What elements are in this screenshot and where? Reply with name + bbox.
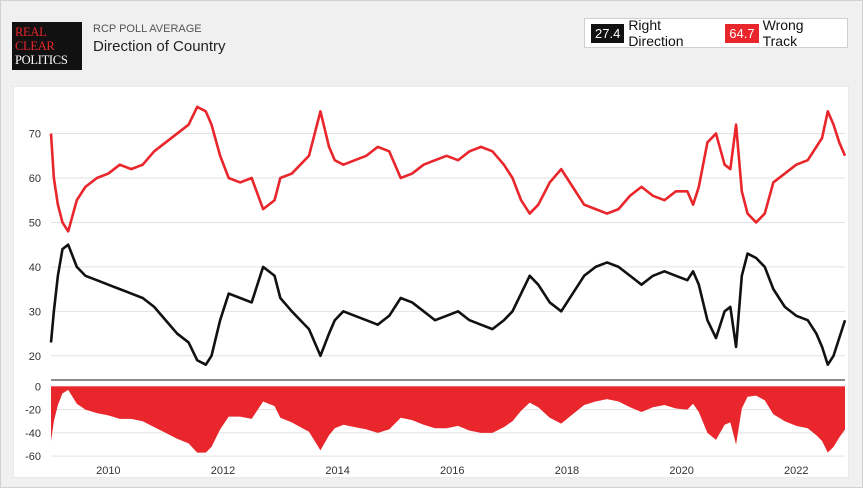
- right-direction-label: Right Direction: [628, 17, 684, 49]
- x-tick-label: 2018: [555, 465, 579, 477]
- spread-tick-label: 0: [35, 381, 41, 393]
- x-tick-label: 2016: [440, 465, 464, 477]
- rcp-logo: REAL CLEAR POLITICS: [12, 22, 82, 70]
- wrong-track-label: Wrong Track: [762, 17, 804, 49]
- spread-tick-label: -60: [25, 451, 41, 463]
- x-tick-label: 2022: [784, 465, 808, 477]
- spread-tick-label: -20: [25, 405, 41, 417]
- series-lines: [49, 105, 847, 366]
- y-tick-label: 30: [29, 306, 41, 318]
- eyebrow-label: RCP POLL AVERAGE: [93, 23, 202, 35]
- x-tick-label: 2020: [669, 465, 693, 477]
- chart-title: Direction of Country: [93, 38, 226, 55]
- spread-area-fill: [51, 386, 845, 453]
- y-tick-label: 40: [29, 262, 41, 274]
- wrong-track-line: [49, 105, 847, 233]
- x-tick-label: 2012: [211, 465, 235, 477]
- right-direction-value-badge: 27.4: [591, 23, 625, 43]
- spread-tick-label: -40: [25, 428, 41, 440]
- y-tick-label: 20: [29, 351, 41, 363]
- y-tick-label: 60: [29, 173, 41, 185]
- x-tick-label: 2010: [96, 465, 120, 477]
- logo-line-real: REAL: [15, 25, 47, 39]
- logo-line-clear: CLEAR: [15, 39, 55, 53]
- y-tick-labels: 20 30 40 50 60 70 0 -20 -40 -60: [25, 129, 41, 464]
- x-tick-labels: 2010 2012 2014 2016 2018 2020 2022: [96, 465, 808, 477]
- wrong-track-value-badge: 64.7: [725, 23, 759, 43]
- y-tick-label: 50: [29, 217, 41, 229]
- y-tick-label: 70: [29, 129, 41, 141]
- main-grid: [51, 133, 845, 357]
- spread-area: [51, 386, 845, 453]
- x-tick-label: 2014: [325, 465, 349, 477]
- logo-line-politics: POLITICS: [15, 53, 68, 67]
- legend: 27.4 Right Direction 64.7 Wrong Track: [584, 17, 848, 49]
- right-direction-line: [49, 243, 847, 366]
